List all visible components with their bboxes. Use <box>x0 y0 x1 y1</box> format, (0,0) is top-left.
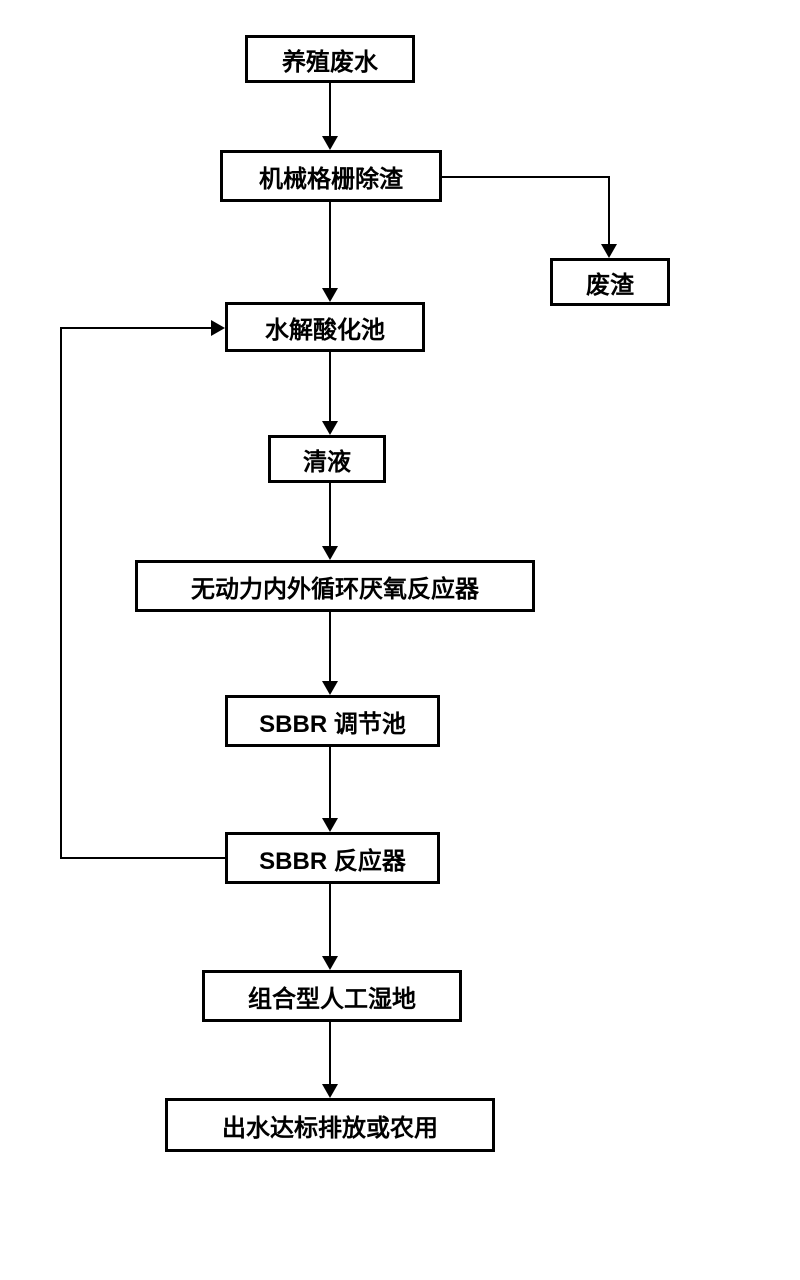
node-anaerobic-reactor: 无动力内外循环厌氧反应器 <box>135 560 535 612</box>
node-label: 出水达标排放或农用 <box>222 1108 438 1143</box>
node-label: 废渣 <box>586 265 634 300</box>
arrow-head <box>322 288 338 302</box>
node-label: SBBR 反应器 <box>259 841 406 876</box>
arrow <box>329 884 331 956</box>
arrow <box>329 747 331 818</box>
arrow <box>329 612 331 681</box>
arrow-head <box>322 818 338 832</box>
node-sbbr-tank: SBBR 调节池 <box>225 695 440 747</box>
node-wastewater: 养殖废水 <box>245 35 415 83</box>
arrow <box>329 83 331 136</box>
node-clear-liquid: 清液 <box>268 435 386 483</box>
node-label: 无动力内外循环厌氧反应器 <box>191 569 479 604</box>
connector-v <box>608 176 610 244</box>
node-label: SBBR 调节池 <box>259 704 406 739</box>
arrow-head <box>211 320 225 336</box>
node-label: 机械格栅除渣 <box>259 159 403 194</box>
node-hydrolysis-tank: 水解酸化池 <box>225 302 425 352</box>
feedback-h-bottom <box>60 857 225 859</box>
arrow-head <box>322 136 338 150</box>
arrow-head <box>322 681 338 695</box>
node-waste-residue: 废渣 <box>550 258 670 306</box>
flowchart-container: 养殖废水 机械格栅除渣 废渣 水解酸化池 清液 无动力内外循环厌氧反应器 SBB… <box>0 0 800 1280</box>
arrow <box>329 483 331 546</box>
node-label: 组合型人工湿地 <box>248 979 416 1014</box>
feedback-h-top <box>60 327 211 329</box>
node-sbbr-reactor: SBBR 反应器 <box>225 832 440 884</box>
node-label: 养殖废水 <box>282 42 378 77</box>
arrow-head <box>322 546 338 560</box>
arrow-head <box>322 421 338 435</box>
node-screening: 机械格栅除渣 <box>220 150 442 202</box>
feedback-v <box>60 327 62 859</box>
arrow-head <box>322 1084 338 1098</box>
arrow-head <box>322 956 338 970</box>
connector-h <box>442 176 608 178</box>
node-label: 清液 <box>303 442 351 477</box>
node-wetland: 组合型人工湿地 <box>202 970 462 1022</box>
node-label: 水解酸化池 <box>265 310 385 345</box>
arrow <box>329 202 331 288</box>
arrow <box>329 1022 331 1084</box>
arrow <box>329 352 331 421</box>
node-output: 出水达标排放或农用 <box>165 1098 495 1152</box>
arrow-head <box>601 244 617 258</box>
